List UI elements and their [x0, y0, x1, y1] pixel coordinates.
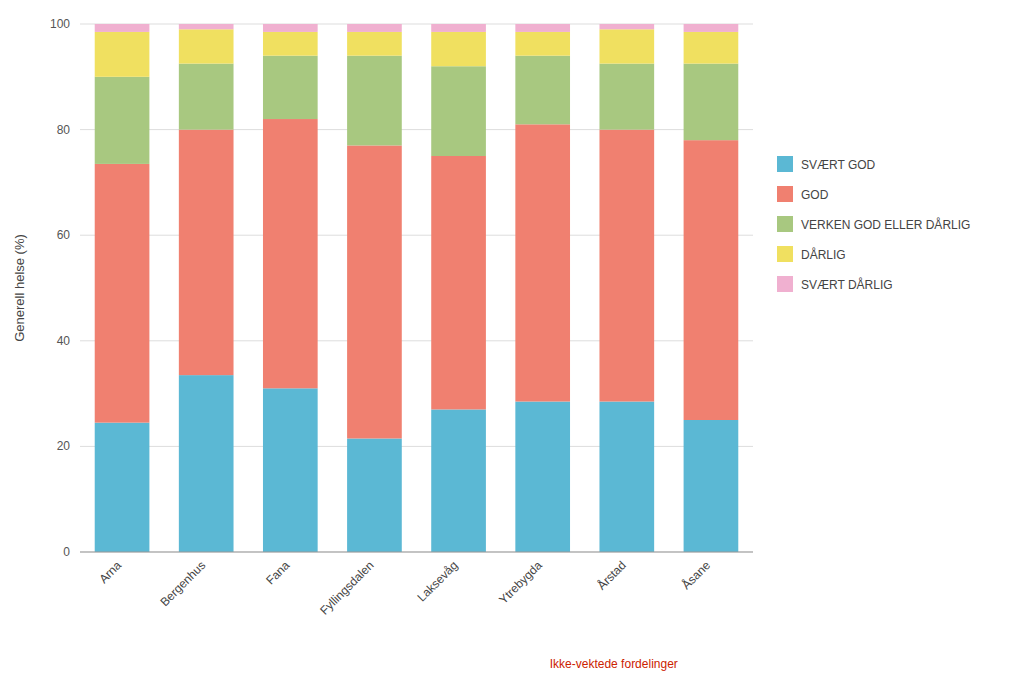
bar-segment	[263, 56, 318, 119]
bar-segment	[179, 29, 234, 63]
y-tick-label: 40	[57, 334, 71, 348]
chart-svg: 0 20 40 60 80 100 Arna Bergenhus Fana Fyllingsdal…	[0, 0, 1023, 682]
bar-segment	[347, 32, 402, 56]
legend-label: GOD	[801, 188, 829, 202]
x-tick-label: Arna	[96, 558, 124, 586]
bar-segment	[431, 24, 486, 32]
bar-segment	[684, 24, 739, 32]
x-tick-label: Årstad	[594, 558, 629, 593]
y-axis-label: Generell helse (%)	[12, 234, 27, 342]
bar-segment	[347, 438, 402, 552]
x-tick-label: Åsane	[678, 557, 713, 592]
bar-segment	[179, 64, 234, 130]
bar-segment	[431, 32, 486, 66]
bar-segment	[599, 29, 654, 63]
legend-swatch	[777, 246, 793, 262]
y-tick-label: 80	[57, 123, 71, 137]
legend-label: DÅRLIG	[801, 247, 846, 262]
y-grid	[80, 24, 753, 552]
annotation: Ikke-vektede fordelinger	[550, 657, 678, 671]
bar-segment	[515, 24, 570, 32]
bar-segment	[431, 409, 486, 552]
x-tick-label: Fana	[263, 558, 292, 587]
bar-segment	[263, 24, 318, 32]
bar-segment	[179, 24, 234, 29]
y-tick-label: 60	[57, 228, 71, 242]
bar-segment	[684, 32, 739, 64]
x-tick-label: Bergenhus	[157, 558, 208, 609]
bar-segment	[95, 32, 150, 77]
bar-segment	[347, 56, 402, 146]
y-tick-label: 100	[50, 17, 70, 31]
bar-segment	[599, 24, 654, 29]
bar-segment	[599, 130, 654, 402]
y-tick-label: 0	[63, 545, 70, 559]
bar-segment	[431, 66, 486, 156]
x-tick-label: Fyllingsdalen	[317, 558, 376, 617]
x-tick-label: Laksevåg	[414, 558, 460, 604]
bar-segment	[515, 32, 570, 56]
bar-segment	[684, 140, 739, 420]
bar-segment	[684, 420, 739, 552]
legend: SVÆRT GOD GOD VERKEN GOD ELLER DÅRLIG DÅRLI…	[777, 156, 970, 292]
legend-label: SVÆRT DÅRLIG	[801, 277, 893, 292]
legend-swatch	[777, 276, 793, 292]
bar-segment	[515, 56, 570, 125]
bar-segment	[347, 24, 402, 32]
x-tick-label: Ytrebygda	[496, 558, 545, 607]
bar-segment	[684, 64, 739, 141]
bar-segment	[179, 130, 234, 376]
legend-swatch	[777, 186, 793, 202]
bar-segment	[263, 388, 318, 552]
bar-segment	[95, 423, 150, 552]
legend-label: VERKEN GOD ELLER DÅRLIG	[801, 217, 970, 232]
bar-segment	[431, 156, 486, 409]
bar-segment	[263, 119, 318, 388]
bar-segment	[599, 402, 654, 552]
bars	[95, 24, 739, 552]
bar-segment	[599, 64, 654, 130]
bar-segment	[95, 77, 150, 164]
bar-segment	[179, 375, 234, 552]
bar-segment	[347, 145, 402, 438]
bar-segment	[95, 24, 150, 32]
bar-segment	[515, 402, 570, 552]
grid-line	[80, 552, 753, 553]
legend-label: SVÆRT GOD	[801, 158, 876, 172]
bar-segment	[515, 124, 570, 401]
legend-swatch	[777, 156, 793, 172]
y-tick-label: 20	[57, 439, 71, 453]
bar-segment	[263, 32, 318, 56]
legend-swatch	[777, 216, 793, 232]
x-axis-line	[80, 552, 753, 553]
bar-segment	[95, 164, 150, 423]
chart-container: 0 20 40 60 80 100 Arna Bergenhus Fana Fyllingsdal…	[0, 0, 1023, 682]
